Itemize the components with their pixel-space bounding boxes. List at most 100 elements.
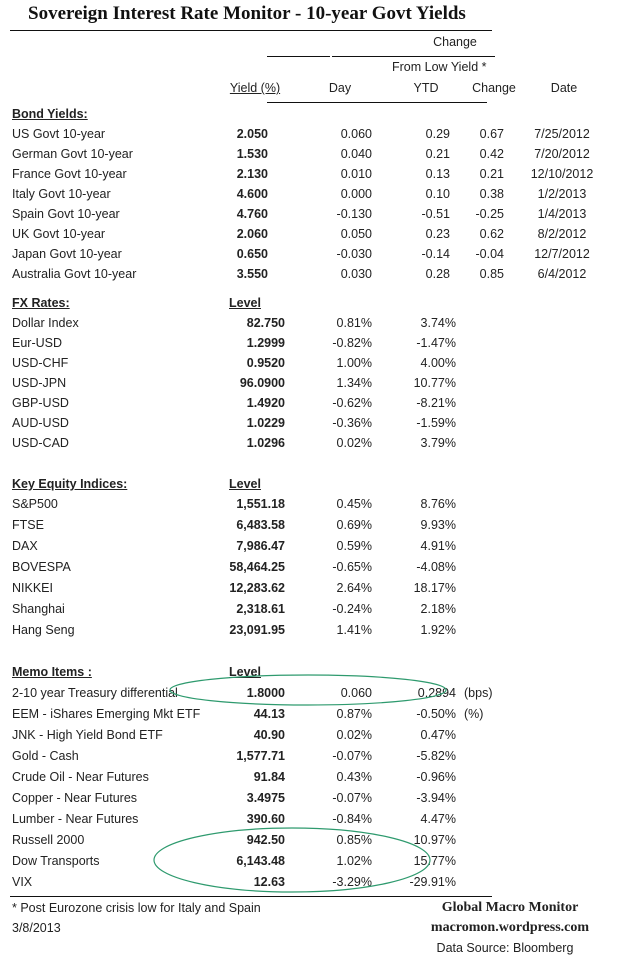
equity-day-change: 2.64% bbox=[336, 581, 372, 595]
equity-level: 12,283.62 bbox=[229, 581, 285, 595]
memo-ytd-change: 15.77% bbox=[413, 854, 456, 868]
data-source: Data Source: Bloomberg bbox=[436, 941, 574, 955]
fx-day-change: -0.36% bbox=[332, 416, 372, 430]
low-change-header: Change bbox=[472, 81, 516, 95]
equity-level: 7,986.47 bbox=[236, 539, 285, 553]
memo-ytd-change: 10.97% bbox=[413, 833, 456, 847]
memo-ytd-change: -5.82% bbox=[416, 749, 456, 763]
bond-day-change: -0.130 bbox=[336, 207, 372, 221]
fx-day-change: -0.62% bbox=[332, 396, 372, 410]
memo-day-change: 1.02% bbox=[336, 854, 372, 868]
memo-day-change: -3.29% bbox=[332, 875, 372, 889]
report-date: 3/8/2013 bbox=[12, 921, 61, 935]
yield-header: Yield (%) bbox=[229, 81, 281, 95]
equity-ytd-change: 1.92% bbox=[420, 623, 456, 637]
bond-yield: 0.650 bbox=[236, 247, 268, 261]
bond-low-date: 6/4/2012 bbox=[537, 267, 587, 281]
fx-level: 96.0900 bbox=[239, 376, 285, 390]
bond-day-change: -0.030 bbox=[336, 247, 372, 261]
memo-ytd-change: -0.96% bbox=[416, 770, 456, 784]
bond-day-change: 0.060 bbox=[340, 127, 372, 141]
bond-ytd-change: 0.13 bbox=[425, 167, 450, 181]
memo-day-change: -0.07% bbox=[332, 749, 372, 763]
fx-ytd-change: -1.59% bbox=[416, 416, 456, 430]
memo-name: Lumber - Near Futures bbox=[12, 812, 139, 826]
memo-level: 1,577.71 bbox=[236, 749, 285, 763]
memo-day-change: 0.85% bbox=[336, 833, 372, 847]
memo-name: Dow Transports bbox=[12, 854, 100, 868]
level-header: Level bbox=[229, 665, 261, 679]
day-header: Day bbox=[328, 81, 352, 95]
bond-low-date: 12/7/2012 bbox=[534, 247, 590, 261]
memo-day-change: -0.07% bbox=[332, 791, 372, 805]
section-equity: Key Equity Indices: bbox=[12, 477, 128, 491]
bond-low-date: 7/20/2012 bbox=[534, 147, 590, 161]
bond-name: UK Govt 10-year bbox=[12, 227, 106, 241]
memo-level: 40.90 bbox=[253, 728, 285, 742]
bond-day-change: 0.010 bbox=[340, 167, 372, 181]
memo-name: JNK - High Yield Bond ETF bbox=[12, 728, 163, 742]
fx-level: 1.0296 bbox=[246, 436, 285, 450]
fx-day-change: 1.34% bbox=[336, 376, 372, 390]
bond-low-date: 1/2/2013 bbox=[537, 187, 587, 201]
fx-name: USD-CAD bbox=[12, 436, 69, 450]
bond-name: Japan Govt 10-year bbox=[12, 247, 122, 261]
memo-level: 1.8000 bbox=[246, 686, 285, 700]
equity-level: 23,091.95 bbox=[229, 623, 285, 637]
fx-day-change: 0.81% bbox=[336, 316, 372, 330]
memo-level: 942.50 bbox=[246, 833, 285, 847]
memo-unit: (%) bbox=[464, 707, 484, 721]
title-rule bbox=[10, 30, 492, 31]
memo-ytd-change: -3.94% bbox=[416, 791, 456, 805]
memo-level: 12.63 bbox=[253, 875, 285, 889]
fx-level: 82.750 bbox=[246, 316, 285, 330]
change-header: Change bbox=[433, 35, 477, 49]
bond-change-from-low: -0.04 bbox=[475, 247, 505, 261]
equity-name: NIKKEI bbox=[12, 581, 53, 595]
equity-name: S&P500 bbox=[12, 497, 58, 511]
memo-day-change: 0.060 bbox=[340, 686, 372, 700]
fx-ytd-change: 3.74% bbox=[420, 316, 456, 330]
bond-name: US Govt 10-year bbox=[12, 127, 106, 141]
bond-low-date: 7/25/2012 bbox=[534, 127, 590, 141]
section-memo: Memo Items : bbox=[12, 665, 92, 679]
fx-ytd-change: 4.00% bbox=[420, 356, 456, 370]
fx-day-change: -0.82% bbox=[332, 336, 372, 350]
level-header: Level bbox=[229, 477, 261, 491]
equity-ytd-change: 2.18% bbox=[420, 602, 456, 616]
equity-ytd-change: -4.08% bbox=[416, 560, 456, 574]
change-rule-left bbox=[267, 56, 330, 57]
bond-ytd-change: 0.21 bbox=[425, 147, 450, 161]
bond-yield: 2.050 bbox=[236, 127, 268, 141]
memo-day-change: -0.84% bbox=[332, 812, 372, 826]
memo-level: 44.13 bbox=[253, 707, 285, 721]
fx-name: GBP-USD bbox=[12, 396, 69, 410]
fx-level: 1.2999 bbox=[246, 336, 285, 350]
equity-name: Hang Seng bbox=[12, 623, 75, 637]
equity-day-change: 0.59% bbox=[336, 539, 372, 553]
fx-ytd-change: -1.47% bbox=[416, 336, 456, 350]
equity-day-change: -0.24% bbox=[332, 602, 372, 616]
section-fx: FX Rates: bbox=[12, 296, 70, 310]
brand-name: Global Macro Monitor bbox=[441, 900, 579, 915]
memo-ytd-change: 4.47% bbox=[420, 812, 456, 826]
equity-name: BOVESPA bbox=[12, 560, 71, 574]
fx-ytd-change: 3.79% bbox=[420, 436, 456, 450]
fx-day-change: 0.02% bbox=[336, 436, 372, 450]
fx-name: USD-CHF bbox=[12, 356, 69, 370]
bond-yield: 2.060 bbox=[236, 227, 268, 241]
equity-level: 6,483.58 bbox=[236, 518, 285, 532]
equity-ytd-change: 18.17% bbox=[413, 581, 456, 595]
bond-change-from-low: 0.62 bbox=[479, 227, 504, 241]
equity-level: 2,318.61 bbox=[236, 602, 285, 616]
bond-name: German Govt 10-year bbox=[12, 147, 133, 161]
memo-level: 6,143.48 bbox=[236, 854, 285, 868]
fx-day-change: 1.00% bbox=[336, 356, 372, 370]
equity-ytd-change: 8.76% bbox=[420, 497, 456, 511]
ytd-header: YTD bbox=[413, 81, 439, 95]
bond-change-from-low: -0.25 bbox=[475, 207, 505, 221]
bond-name: Italy Govt 10-year bbox=[12, 187, 111, 201]
bond-low-date: 8/2/2012 bbox=[537, 227, 587, 241]
fx-level: 1.4920 bbox=[246, 396, 285, 410]
